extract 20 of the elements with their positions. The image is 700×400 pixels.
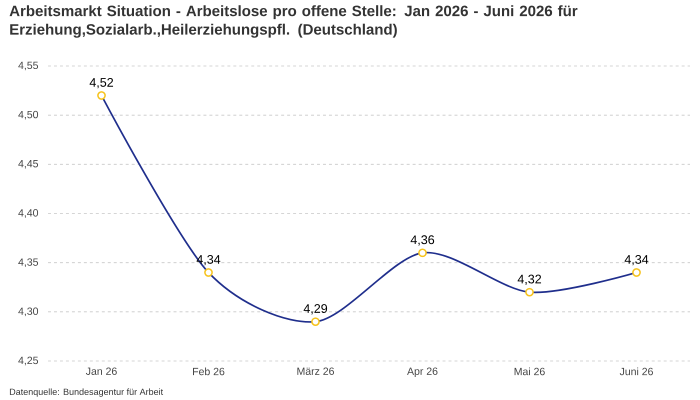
x-tick-label: Juni 26 — [620, 368, 653, 376]
data-label: 4,32 — [518, 274, 542, 285]
y-tick-label: 4,50 — [18, 110, 38, 120]
x-tick-label: Jan 26 — [86, 368, 117, 375]
text: Datenquelle: Bundesagentur für Arbeit — [10, 388, 164, 397]
x-tick-label: März 26 — [297, 368, 334, 375]
y-tick-label: 4,25 — [18, 356, 38, 366]
x-tick-label: Feb 26 — [193, 368, 224, 376]
y-tick-label: 4,30 — [18, 308, 38, 316]
x-tick-label: Mai 26 — [514, 368, 545, 376]
chart-title: Arbeitsmarkt Situation - Arbeitslose pro offene Stelle: Jan 2026 - Juni 2026 für Erziehung,Sozialarb.,Heilerziehungspfl. (Deutschland) — [10, 5, 578, 38]
data-label: 4,52 — [90, 78, 114, 88]
y-tick-label: 4,35 — [18, 258, 38, 268]
y-tick-label: 4,40 — [18, 209, 38, 218]
data-label: 4,29 — [304, 304, 328, 314]
data-label: 4,36 — [410, 235, 434, 246]
data-label: 4,34 — [624, 254, 648, 266]
y-tick-label: 4,55 — [18, 62, 38, 70]
x-tick-label: Apr 26 — [407, 368, 438, 378]
y-tick-label: 4,45 — [18, 160, 38, 169]
